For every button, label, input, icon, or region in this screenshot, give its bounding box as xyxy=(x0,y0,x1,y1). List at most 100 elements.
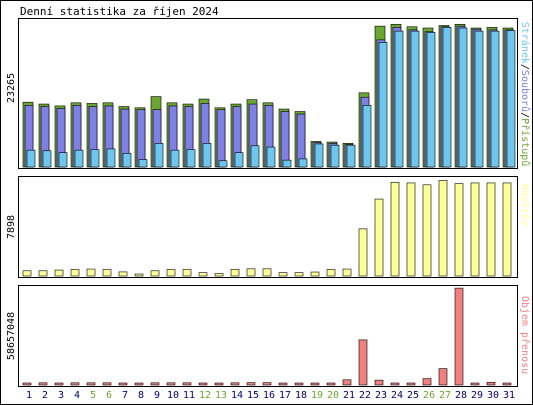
x-tick-label-8: 8 xyxy=(138,390,144,401)
pages-bar-day-30 xyxy=(490,30,500,168)
pages-bar-day-26 xyxy=(426,32,436,168)
kbytes-bar-day-15 xyxy=(246,382,256,386)
kbytes-bar-day-25 xyxy=(406,382,416,386)
pages-bar-day-15 xyxy=(250,145,260,168)
visits-bar-day-24 xyxy=(390,182,400,277)
panel-visits-frame xyxy=(18,176,518,278)
visits-bar-day-9 xyxy=(150,270,160,277)
kbytes-bar-day-24 xyxy=(390,382,400,386)
panel-hits-frame xyxy=(18,18,518,169)
pages-bar-day-11 xyxy=(186,149,196,168)
visits-bar-day-3 xyxy=(54,269,64,277)
visits-bar-day-22 xyxy=(358,228,368,277)
pages-bar-day-20 xyxy=(330,144,340,168)
kbytes-bar-day-21 xyxy=(342,379,352,386)
kbytes-bar-day-13 xyxy=(214,382,224,386)
x-tick-label-7: 7 xyxy=(122,390,128,401)
kbytes-bar-day-20 xyxy=(326,382,336,386)
pages-bar-day-5 xyxy=(90,149,100,168)
kbytes-bar-day-29 xyxy=(470,382,480,386)
files-bar-day-17 xyxy=(280,111,290,168)
kbytes-bar-day-11 xyxy=(182,382,192,386)
visits-bar-day-25 xyxy=(406,182,416,277)
x-tick-label-24: 24 xyxy=(391,390,403,401)
x-tick-label-3: 3 xyxy=(58,390,64,401)
bars-group xyxy=(22,23,516,386)
pages-bar-day-29 xyxy=(474,30,484,168)
pages-bar-day-25 xyxy=(410,30,420,168)
kbytes-bar-day-9 xyxy=(150,382,160,386)
panel-kbytes-frame xyxy=(18,285,518,387)
visits-bar-day-2 xyxy=(38,270,48,277)
legend-kbytes: Objem přenosu xyxy=(519,296,531,374)
kbytes-bar-day-14 xyxy=(230,382,240,386)
visits-bar-day-15 xyxy=(246,268,256,277)
visits-bar-day-16 xyxy=(262,268,272,277)
visits-bar-day-28 xyxy=(454,183,464,277)
visits-bar-day-31 xyxy=(502,182,512,277)
kbytes-bar-day-27 xyxy=(438,368,448,386)
visits-bar-day-17 xyxy=(278,272,288,277)
pages-bar-day-28 xyxy=(458,27,468,168)
kbytes-bar-day-19 xyxy=(310,382,320,386)
x-tick-label-30: 30 xyxy=(487,390,499,401)
x-tick-label-26: 26 xyxy=(423,390,435,401)
x-tick-label-16: 16 xyxy=(263,390,275,401)
visits-bar-day-12 xyxy=(198,272,208,277)
pages-bar-day-7 xyxy=(122,152,132,168)
visits-bar-day-19 xyxy=(310,271,320,277)
visits-bar-day-18 xyxy=(294,272,304,277)
visits-bar-day-30 xyxy=(486,182,496,277)
pages-bar-day-12 xyxy=(202,143,212,168)
visits-panel-max-label: 7898 xyxy=(6,215,17,239)
pages-bar-day-17 xyxy=(282,159,292,168)
x-tick-label-19: 19 xyxy=(311,390,323,401)
kbytes-bar-day-28 xyxy=(454,287,464,386)
kbytes-bar-day-10 xyxy=(166,382,176,386)
visits-bar-day-13 xyxy=(214,273,224,277)
kbytes-bar-day-2 xyxy=(38,382,48,386)
visits-bar-day-4 xyxy=(70,269,80,277)
x-tick-label-17: 17 xyxy=(279,390,291,401)
pages-bar-day-19 xyxy=(314,143,324,168)
pages-bar-day-10 xyxy=(170,149,180,168)
files-bar-day-13 xyxy=(216,109,226,168)
x-tick-label-28: 28 xyxy=(455,390,467,401)
legend-pages-files-hits: Stránek/Souborů/Přístupů xyxy=(519,22,531,167)
visits-bar-day-10 xyxy=(166,269,176,277)
visits-bar-day-11 xyxy=(182,269,192,277)
x-tick-label-6: 6 xyxy=(106,390,112,401)
kbytes-bar-day-18 xyxy=(294,382,304,386)
kbytes-bar-day-4 xyxy=(70,382,80,386)
files-bar-day-8 xyxy=(136,109,146,168)
kbytes-bar-day-1 xyxy=(22,382,32,386)
x-tick-label-14: 14 xyxy=(231,390,243,401)
kbytes-bar-day-30 xyxy=(486,382,496,386)
x-tick-label-29: 29 xyxy=(471,390,483,401)
pages-bar-day-22 xyxy=(362,104,372,168)
visits-bar-day-6 xyxy=(102,269,112,277)
x-tick-label-2: 2 xyxy=(42,390,48,401)
visits-bar-day-23 xyxy=(374,198,384,277)
kbytes-bar-day-6 xyxy=(102,382,112,386)
x-tick-label-9: 9 xyxy=(154,390,160,401)
pages-bar-day-31 xyxy=(506,30,516,168)
pages-bar-day-14 xyxy=(234,152,244,168)
x-tick-label-1: 1 xyxy=(26,390,32,401)
kbytes-bar-day-8 xyxy=(134,382,144,386)
kbytes-bar-day-12 xyxy=(198,382,208,386)
kbytes-bar-day-5 xyxy=(86,382,96,386)
kbytes-bar-day-16 xyxy=(262,382,272,386)
pages-bar-day-27 xyxy=(442,27,452,168)
pages-bar-day-2 xyxy=(42,150,52,168)
kbytes-bar-day-23 xyxy=(374,379,384,386)
pages-bar-day-8 xyxy=(138,159,148,168)
kbytes-bar-day-7 xyxy=(118,382,128,386)
kbytes-bar-day-22 xyxy=(358,339,368,386)
kbytes-bar-day-26 xyxy=(422,378,432,386)
legend-visits: Návštěv xyxy=(519,184,531,226)
visits-bar-day-5 xyxy=(86,268,96,277)
kbytes-bar-day-17 xyxy=(278,382,288,386)
pages-bar-day-9 xyxy=(154,143,164,168)
x-tick-label-27: 27 xyxy=(439,390,451,401)
